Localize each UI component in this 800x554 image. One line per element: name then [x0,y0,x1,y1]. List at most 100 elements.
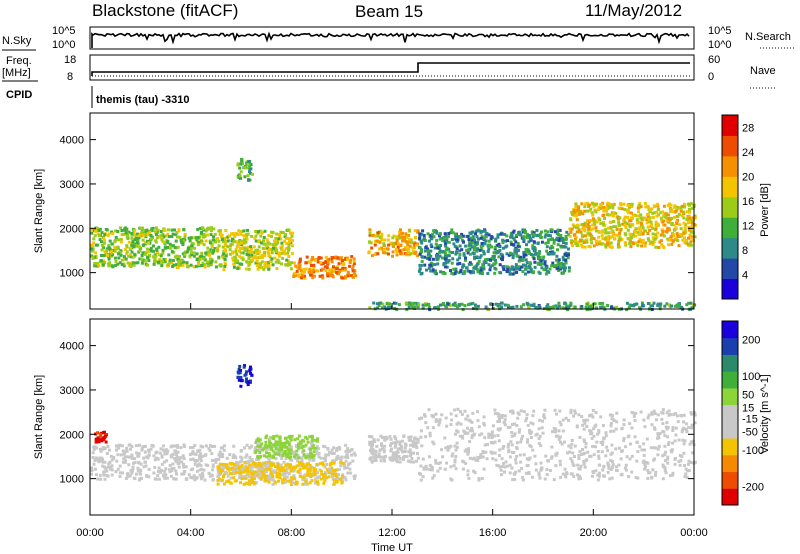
echo-cell [181,243,185,247]
echo-cell [680,214,684,218]
echo-cell [331,475,334,478]
echo-cell [524,253,528,257]
velocity-colorbar-label: Velocity [m s^-1] [759,374,771,454]
echo-cell [656,207,660,211]
echo-cell [208,444,212,448]
echo-cell [248,463,252,467]
echo-cell [303,276,307,280]
echo-cell [297,262,301,266]
echo-cell [582,427,586,431]
echo-cell [257,473,261,477]
echo-cell [670,210,674,214]
xtick-label: 00:00 [76,527,104,539]
echo-cell [581,423,585,427]
echo-cell [286,251,290,255]
echo-cell [616,243,620,246]
echo-cell [152,249,155,253]
echo-cell [129,265,133,268]
echo-series [216,460,345,486]
echo-cell [92,462,96,466]
echo-cell [574,205,578,209]
echo-cell [214,460,218,464]
echo-cell [425,247,429,251]
echo-cell [315,445,319,449]
echo-cell [688,216,692,220]
echo-cell [671,471,675,475]
echo-cell [201,445,205,449]
echo-cell [537,437,541,441]
colorbar-segment [722,337,738,355]
echo-cell [110,473,114,477]
echo-cell [517,469,521,473]
echo-cell [427,257,431,261]
echo-cell [682,451,686,455]
echo-cell [282,451,286,455]
echo-cell [281,481,285,485]
echo-cell [492,254,496,258]
echo-cell [648,207,652,211]
echo-cell [205,228,209,232]
echo-cell [589,238,593,242]
echo-cell [240,379,244,383]
echo-cell [674,412,677,416]
echo-cell [192,265,196,269]
echo-cell [269,462,273,465]
echo-cell [224,244,228,248]
echo-cell [293,271,297,275]
echo-cell [497,255,501,259]
echo-cell [483,436,487,440]
colorbar-segment [722,135,738,157]
echo-cell [289,479,292,483]
echo-cell [133,457,137,461]
colorbar-segment [722,488,738,506]
echo-cell [211,468,215,472]
echo-cell [592,217,595,221]
echo-cell [391,454,395,458]
echo-cell [98,433,102,437]
echo-cell [509,440,513,444]
echo-cell [690,243,693,247]
echo-cell [674,456,677,460]
echo-cell [176,245,180,249]
echo-cell [220,478,224,482]
nsky-tick-bottom: 10^0 [52,39,76,51]
echo-cell [547,234,551,237]
echo-cell [264,466,268,469]
echo-cell [663,444,667,448]
echo-cell [277,237,281,241]
echo-cell [477,478,481,482]
echo-cell [586,223,590,226]
echo-cell [176,458,180,462]
echo-cell [650,240,654,244]
echo-cell [447,240,451,244]
echo-cell [237,378,241,382]
echo-cell [228,471,232,475]
echo-cell [473,432,477,436]
echo-cell [629,245,633,249]
echo-cell [474,458,478,462]
echo-cell [379,434,383,438]
echo-cell [427,266,431,270]
echo-cell [594,469,598,473]
echo-cell [316,480,319,484]
echo-cell [314,447,318,450]
echo-cell [404,236,408,239]
echo-cell [461,263,465,267]
echo-cell [545,249,549,253]
echo-cell [272,443,276,447]
echo-cell [643,244,647,248]
echo-cell [130,250,134,254]
echo-cell [574,242,578,245]
echo-cell [494,261,498,265]
echo-cell [549,246,552,250]
echo-cell [522,303,525,307]
echo-cell [561,262,565,266]
echo-cell [257,240,261,244]
echo-cell [530,475,534,479]
echo-cell [470,245,474,249]
echo-cell [428,263,432,267]
echo-cell [436,244,439,248]
echo-cell [494,237,498,241]
echo-cell [691,235,695,239]
echo-cell [277,254,281,258]
